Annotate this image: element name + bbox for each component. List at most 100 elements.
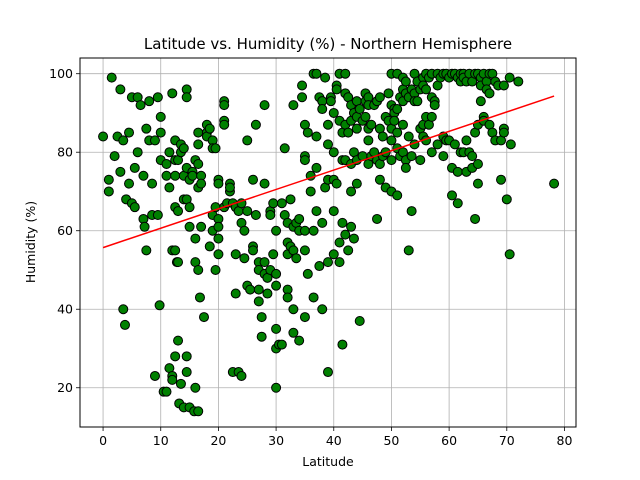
data-point xyxy=(386,155,397,166)
data-point xyxy=(259,257,270,268)
data-point xyxy=(340,68,351,79)
data-point xyxy=(190,382,201,393)
data-point xyxy=(253,296,264,307)
data-point xyxy=(426,147,437,158)
data-point xyxy=(173,257,184,268)
y-tick-label: 80 xyxy=(57,145,73,160)
data-point xyxy=(311,131,322,142)
data-point xyxy=(397,119,408,130)
data-point xyxy=(311,162,322,173)
data-point xyxy=(118,135,129,146)
data-point xyxy=(147,178,158,189)
x-tick-label: 10 xyxy=(153,433,169,448)
data-point xyxy=(389,115,400,126)
data-point xyxy=(250,210,261,221)
data-point xyxy=(302,127,313,138)
data-point xyxy=(302,268,313,279)
data-point xyxy=(323,257,333,268)
data-point xyxy=(467,151,478,162)
data-point xyxy=(193,406,204,417)
data-point xyxy=(213,249,224,260)
data-point xyxy=(132,147,143,158)
data-point xyxy=(178,143,189,154)
data-point xyxy=(161,170,172,181)
x-tick-label: 50 xyxy=(383,433,399,448)
data-point xyxy=(106,72,117,83)
data-point xyxy=(346,186,357,197)
x-tick-label: 20 xyxy=(210,433,226,448)
data-point xyxy=(374,174,385,185)
data-point xyxy=(472,178,483,189)
data-point xyxy=(311,206,322,217)
data-point xyxy=(262,288,273,299)
data-point xyxy=(383,88,394,99)
data-point xyxy=(484,88,495,99)
data-point xyxy=(196,221,207,232)
data-point xyxy=(170,351,181,362)
data-point xyxy=(170,245,181,256)
data-point xyxy=(242,135,253,146)
data-points xyxy=(98,68,560,417)
data-point xyxy=(167,88,178,99)
data-point xyxy=(438,151,449,162)
data-point xyxy=(285,194,296,205)
data-point xyxy=(323,119,333,130)
data-point xyxy=(320,72,331,83)
data-point xyxy=(124,178,135,189)
data-point xyxy=(470,213,481,224)
data-point xyxy=(311,68,322,79)
data-point xyxy=(377,131,388,142)
data-point xyxy=(328,206,339,217)
data-point xyxy=(253,284,264,295)
data-point xyxy=(328,249,339,260)
data-point xyxy=(175,378,186,389)
data-point xyxy=(213,233,224,244)
data-point xyxy=(291,253,302,264)
data-point xyxy=(297,92,308,103)
data-point xyxy=(299,312,310,323)
data-point xyxy=(152,210,163,221)
data-point xyxy=(196,178,207,189)
y-tick-label: 40 xyxy=(57,302,73,317)
data-point xyxy=(230,288,241,299)
data-point xyxy=(219,119,230,130)
data-point xyxy=(259,100,270,111)
data-point xyxy=(193,139,204,150)
data-point xyxy=(308,225,319,236)
data-point xyxy=(181,367,192,378)
x-axis-label: Latitude xyxy=(302,454,354,469)
data-point xyxy=(224,182,235,193)
data-point xyxy=(98,131,109,142)
data-point xyxy=(288,327,299,338)
data-point xyxy=(403,131,414,142)
data-point xyxy=(406,151,417,162)
data-point xyxy=(219,100,230,111)
data-point xyxy=(400,162,411,173)
data-point xyxy=(154,300,165,311)
data-point xyxy=(184,221,195,232)
data-point xyxy=(498,127,509,138)
data-point xyxy=(354,316,365,327)
data-point xyxy=(184,202,195,213)
data-point xyxy=(248,174,259,185)
data-point xyxy=(193,127,204,138)
data-point xyxy=(210,143,221,154)
data-point xyxy=(475,96,486,107)
data-point xyxy=(268,198,279,209)
data-point xyxy=(294,213,305,224)
data-point xyxy=(363,135,374,146)
data-point xyxy=(199,312,209,323)
data-point xyxy=(164,147,175,158)
data-point xyxy=(213,221,224,232)
data-point xyxy=(144,96,155,107)
data-point xyxy=(299,155,310,166)
data-point xyxy=(317,104,328,115)
data-point xyxy=(343,245,354,256)
data-point xyxy=(250,119,261,130)
data-point xyxy=(242,206,253,217)
data-point xyxy=(504,249,515,260)
data-point xyxy=(135,100,146,111)
data-point xyxy=(392,127,403,138)
data-point xyxy=(271,280,282,291)
